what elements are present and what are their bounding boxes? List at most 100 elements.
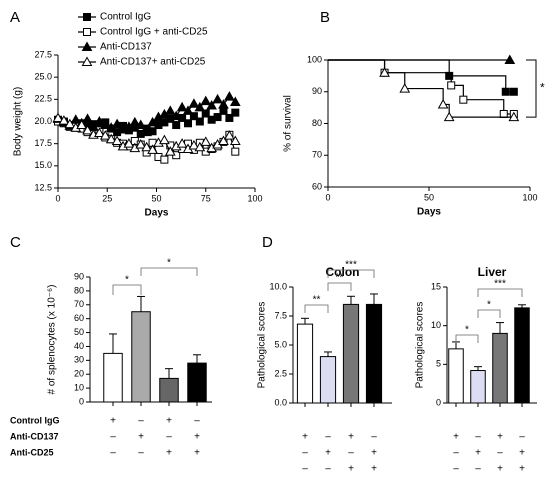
- x-tick-label: 100: [522, 192, 537, 202]
- y-axis-label: Pathological scores: [415, 302, 426, 389]
- significance-label: ***: [494, 279, 506, 290]
- treatment-sign: +: [475, 448, 481, 459]
- y-tick-label: 30: [74, 355, 84, 365]
- y-tick-label: 10: [431, 320, 441, 330]
- treatment-sign: –: [453, 448, 459, 459]
- marker: [501, 87, 510, 96]
- marker: [111, 135, 123, 146]
- x-tick-label: 0: [55, 193, 60, 203]
- marker: [164, 146, 176, 156]
- y-axis-label: # of splenocytes (x 10⁻⁶): [47, 285, 58, 395]
- marker: [52, 112, 64, 122]
- marker: [170, 110, 182, 121]
- marker: [141, 141, 153, 152]
- y-tick-label: 0: [79, 396, 84, 406]
- treatment-sign: +: [302, 432, 308, 443]
- treatment-sign: –: [325, 464, 331, 475]
- bar: [342, 303, 360, 404]
- y-tick-label: 25.0: [34, 72, 52, 82]
- marker: [182, 105, 194, 115]
- marker: [83, 13, 91, 21]
- marker: [443, 111, 455, 122]
- marker: [194, 101, 206, 112]
- x-tick-label: 100: [247, 193, 262, 203]
- marker: [83, 28, 91, 36]
- significance-label: *: [540, 81, 545, 95]
- marker: [231, 147, 240, 156]
- y-tick-label: 2.5: [274, 368, 287, 378]
- marker: [218, 99, 229, 109]
- y-tick-label: 5: [436, 359, 441, 369]
- marker: [399, 83, 411, 93]
- marker: [225, 113, 234, 122]
- marker: [135, 139, 147, 149]
- treatment-sign: –: [497, 448, 503, 459]
- y-axis-label: % of survival: [283, 95, 294, 152]
- marker: [508, 111, 520, 122]
- treatment-sign: +: [371, 464, 377, 475]
- legend-label: Control IgG: [100, 12, 151, 23]
- treatment-sign: –: [453, 464, 459, 475]
- y-tick-label: 100: [307, 54, 322, 64]
- chart-title: Colon: [326, 265, 360, 279]
- bar: [470, 370, 486, 404]
- significance-label: *: [487, 300, 491, 311]
- bar: [514, 307, 530, 404]
- survival-line: [328, 59, 514, 115]
- marker: [231, 108, 240, 117]
- marker: [76, 119, 87, 130]
- marker: [176, 101, 188, 112]
- y-tick-label: 5.0: [274, 339, 287, 349]
- y-tick-label: 40: [74, 341, 84, 351]
- x-tick-label: 75: [201, 193, 211, 203]
- y-tick-label: 20.0: [34, 116, 52, 126]
- treatment-sign: –: [138, 416, 144, 427]
- treatment-sign: +: [138, 432, 144, 443]
- treatment-sign: –: [371, 432, 377, 443]
- y-tick-label: 12.5: [34, 182, 52, 192]
- marker: [499, 109, 508, 118]
- significance-bracket: [477, 309, 501, 318]
- treatment-label: Anti-CD137: [10, 431, 59, 441]
- marker: [201, 109, 210, 118]
- y-tick-label: 90: [74, 271, 84, 281]
- treatment-sign: +: [110, 416, 116, 427]
- legend-label: Anti-CD137: [100, 42, 152, 53]
- y-tick-label: 15: [431, 281, 441, 291]
- marker: [129, 116, 141, 127]
- significance-bracket: [304, 304, 329, 313]
- significance-label: *: [465, 325, 469, 336]
- marker: [105, 133, 117, 144]
- bar: [448, 348, 464, 404]
- treatment-sign: +: [519, 464, 525, 475]
- y-tick-label: 60: [74, 313, 84, 323]
- treatment-sign: –: [110, 432, 116, 443]
- treatment-sign: +: [371, 448, 377, 459]
- y-tick-label: 0.0: [274, 397, 287, 407]
- marker: [212, 93, 223, 104]
- legend-label: Control IgG + anti-CD25: [100, 27, 208, 38]
- y-tick-label: 0: [436, 397, 441, 407]
- survival-line: [328, 59, 514, 93]
- y-tick-label: 15.0: [34, 160, 52, 170]
- treatment-sign: –: [325, 432, 331, 443]
- marker: [229, 135, 241, 146]
- marker: [81, 41, 93, 51]
- treatment-sign: +: [453, 432, 459, 443]
- x-tick-label: 25: [102, 193, 112, 203]
- marker: [200, 136, 212, 146]
- marker: [135, 119, 147, 130]
- marker: [141, 126, 153, 137]
- significance-bracket: [477, 288, 523, 297]
- panel-label: C: [10, 234, 21, 251]
- legend-label: Anti-CD137+ anti-CD25: [100, 57, 206, 68]
- treatment-sign: +: [348, 464, 354, 475]
- marker: [188, 98, 200, 108]
- y-tick-label: 22.5: [34, 94, 52, 104]
- significance-label: *: [125, 275, 129, 286]
- x-tick-label: 0: [325, 192, 330, 202]
- bar: [365, 303, 383, 404]
- marker: [218, 135, 229, 146]
- chart-title: Liver: [478, 265, 507, 279]
